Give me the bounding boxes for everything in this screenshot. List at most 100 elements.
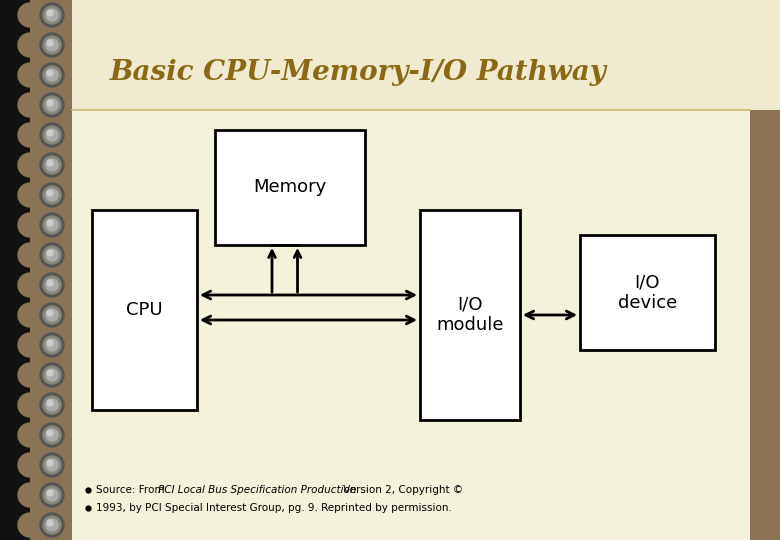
Circle shape [43, 36, 61, 54]
Circle shape [18, 423, 42, 447]
Circle shape [18, 453, 42, 477]
Circle shape [43, 486, 61, 504]
Circle shape [46, 459, 58, 471]
Circle shape [47, 190, 53, 196]
Circle shape [46, 69, 58, 81]
Bar [30, 0, 72, 540]
Circle shape [47, 520, 53, 526]
Circle shape [47, 340, 53, 346]
Circle shape [40, 423, 64, 447]
Circle shape [43, 126, 61, 144]
Circle shape [46, 399, 58, 411]
Circle shape [18, 93, 42, 117]
Circle shape [18, 273, 42, 297]
Circle shape [46, 279, 58, 291]
Circle shape [40, 483, 64, 507]
Circle shape [43, 306, 61, 324]
Circle shape [43, 66, 61, 84]
Text: I/O
device: I/O device [618, 273, 677, 312]
Circle shape [43, 6, 61, 24]
Text: Basic CPU-Memory-I/O Pathway: Basic CPU-Memory-I/O Pathway [110, 58, 607, 85]
Circle shape [18, 3, 42, 27]
Circle shape [46, 9, 58, 21]
Text: PCI Local Bus Specification Production: PCI Local Bus Specification Production [158, 485, 356, 495]
Circle shape [43, 426, 61, 444]
Text: 1993, by PCI Special Interest Group, pg. 9. Reprinted by permission.: 1993, by PCI Special Interest Group, pg.… [96, 503, 452, 513]
Circle shape [40, 363, 64, 387]
Circle shape [18, 213, 42, 237]
Text: Version 2, Copyright ©: Version 2, Copyright © [340, 485, 463, 495]
Circle shape [40, 63, 64, 87]
Text: Memory: Memory [254, 179, 327, 197]
Circle shape [46, 99, 58, 111]
Circle shape [47, 130, 53, 136]
Circle shape [46, 219, 58, 231]
Circle shape [47, 10, 53, 16]
Circle shape [46, 39, 58, 51]
Circle shape [18, 183, 42, 207]
Bar [580, 235, 715, 350]
Circle shape [46, 159, 58, 171]
Text: I/O
module: I/O module [436, 295, 504, 334]
Circle shape [47, 70, 53, 76]
Circle shape [47, 100, 53, 106]
Circle shape [46, 489, 58, 501]
Circle shape [18, 513, 42, 537]
Circle shape [46, 309, 58, 321]
Text: CPU: CPU [126, 301, 163, 319]
Circle shape [18, 243, 42, 267]
Circle shape [43, 156, 61, 174]
Circle shape [40, 243, 64, 267]
Bar [0, 0, 30, 540]
Circle shape [46, 249, 58, 261]
Circle shape [18, 123, 42, 147]
Circle shape [43, 336, 61, 354]
Circle shape [47, 430, 53, 436]
Circle shape [18, 363, 42, 387]
Circle shape [47, 460, 53, 466]
Circle shape [40, 303, 64, 327]
Bar [750, 0, 780, 540]
Circle shape [40, 453, 64, 477]
Circle shape [18, 333, 42, 357]
Circle shape [43, 96, 61, 114]
Circle shape [40, 513, 64, 537]
Circle shape [40, 153, 64, 177]
Circle shape [47, 370, 53, 376]
Circle shape [47, 280, 53, 286]
Circle shape [46, 369, 58, 381]
Text: Source: From: Source: From [96, 485, 168, 495]
Circle shape [46, 519, 58, 531]
Circle shape [47, 250, 53, 256]
Circle shape [46, 129, 58, 141]
Circle shape [47, 220, 53, 226]
Circle shape [47, 160, 53, 166]
Circle shape [46, 429, 58, 441]
Circle shape [47, 490, 53, 496]
Circle shape [18, 483, 42, 507]
Bar [72, 0, 780, 110]
Circle shape [18, 33, 42, 57]
Circle shape [43, 456, 61, 474]
Circle shape [18, 393, 42, 417]
Circle shape [18, 303, 42, 327]
Bar [420, 210, 520, 420]
Circle shape [47, 400, 53, 406]
Circle shape [40, 123, 64, 147]
Circle shape [47, 310, 53, 316]
Circle shape [18, 153, 42, 177]
Circle shape [43, 276, 61, 294]
Circle shape [47, 40, 53, 46]
Circle shape [40, 393, 64, 417]
Bar [215, 130, 365, 245]
Circle shape [46, 339, 58, 351]
Circle shape [40, 183, 64, 207]
Circle shape [43, 246, 61, 264]
Circle shape [40, 3, 64, 27]
Circle shape [18, 63, 42, 87]
Bar [92, 210, 197, 410]
Circle shape [43, 366, 61, 384]
Circle shape [43, 516, 61, 534]
Circle shape [40, 213, 64, 237]
Circle shape [40, 333, 64, 357]
